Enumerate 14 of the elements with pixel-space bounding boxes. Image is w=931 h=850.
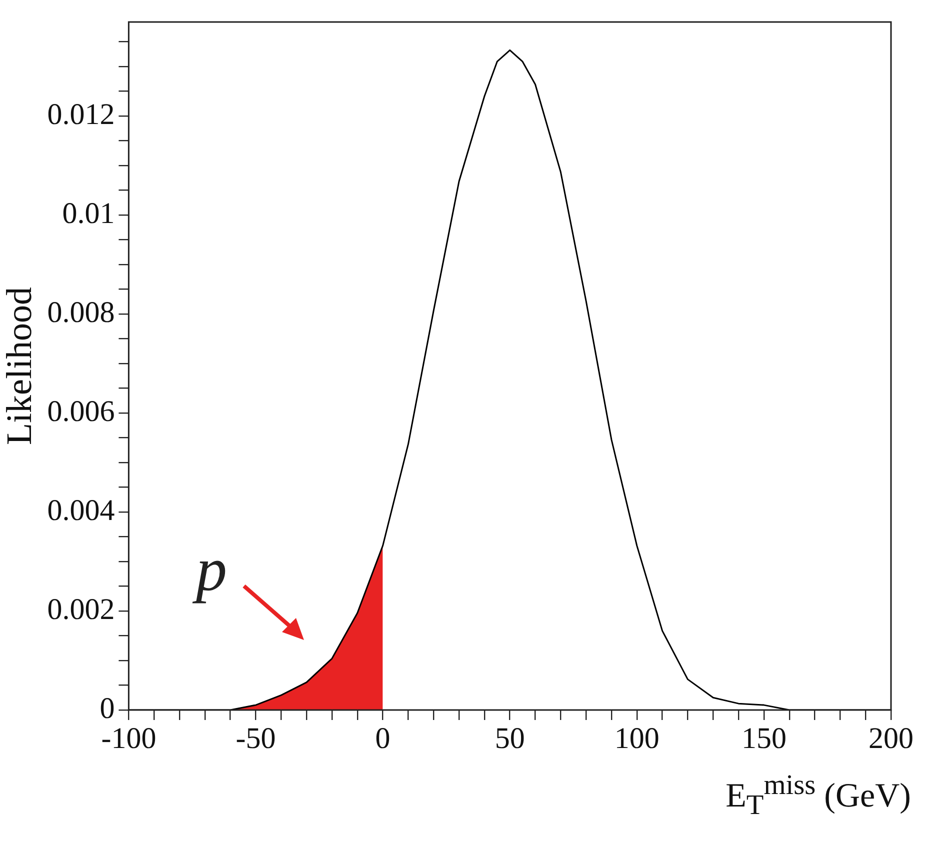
y-tick-label: 0.002 bbox=[47, 592, 115, 626]
x-tick-label: 100 bbox=[614, 722, 660, 755]
x-tick-label: -50 bbox=[236, 722, 276, 755]
x-tick-label: 0 bbox=[375, 722, 390, 755]
x-tick-label: 200 bbox=[868, 722, 914, 755]
y-tick-label: 0.008 bbox=[47, 296, 115, 329]
y-tick-label: 0.004 bbox=[47, 494, 115, 527]
x-axis-title: E$_{T}$$^{miss}$ (GeV) bbox=[726, 770, 911, 822]
y-tick-label: 0.01 bbox=[62, 196, 115, 230]
x-tick-label: 50 bbox=[494, 722, 525, 755]
y-tick-label: 0.006 bbox=[47, 394, 115, 428]
x-tick-label: 150 bbox=[741, 722, 786, 755]
y-axis-title: Likelihood bbox=[0, 287, 40, 445]
y-tick-label: 0.012 bbox=[47, 98, 115, 131]
